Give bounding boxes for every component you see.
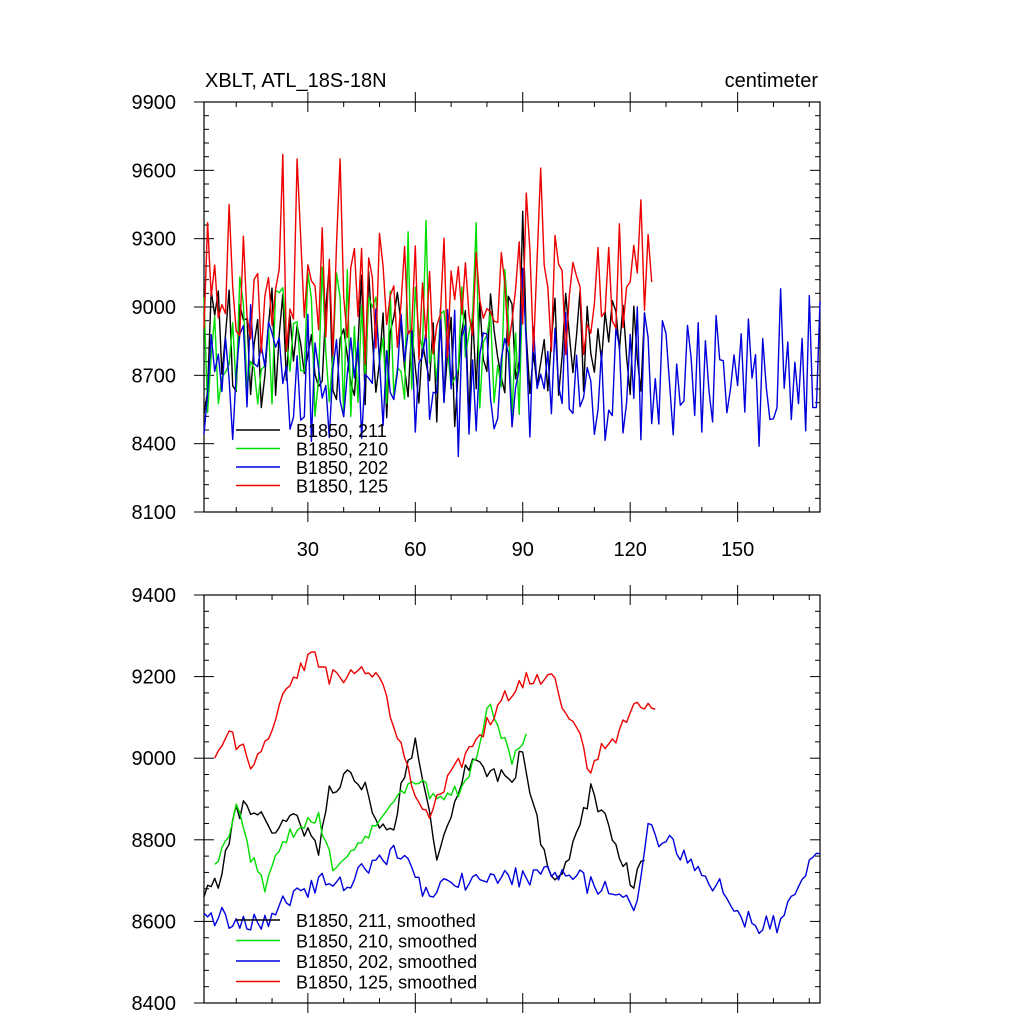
series-line-2 [203,822,821,935]
top-plot-panel: 8100 8400 8700 9000 9300 9600 9900 30 60 90 120 150… [132,92,821,561]
legend-label-2: B1850, 202 [296,458,388,478]
y-tick-label: 8100 [132,502,177,524]
y-tick-label: 9400 [132,585,177,607]
bottom-plot-panel: 8400 8600 8800 9000 9200 9400 B1850, 211, smoo… [132,585,821,1015]
y-tick-label: 9200 [132,667,177,689]
legend-label-0: B1850, 211, smoothed [296,911,476,931]
y-tick-label: 9900 [132,92,177,114]
legend-label-1: B1850, 210 [296,440,388,460]
series-line-0 [203,737,645,898]
y-tick-label: 8400 [132,993,177,1015]
y-tick-label: 8400 [132,434,177,456]
y-tick-label: 8800 [132,830,177,852]
y-tick-label: 8700 [132,365,177,387]
y-tick-label: 9000 [132,297,177,319]
plot-frame [203,594,821,1004]
top-chart-units: centimeter [725,70,819,92]
x-tick-label: 150 [721,539,754,561]
x-tick-label: 30 [297,539,319,561]
x-tick-label: 120 [613,539,646,561]
x-tick-label: 90 [512,539,534,561]
y-tick-label: 9000 [132,748,177,770]
series-line-1 [214,703,527,893]
series-line-3 [203,153,653,365]
legend-label-3: B1850, 125 [296,477,388,497]
legend-label-2: B1850, 202, smoothed [296,952,477,972]
legend-label-0: B1850, 211 [296,421,387,441]
series-line-0 [203,210,646,428]
legend-label-3: B1850, 125, smoothed [296,973,477,993]
legend-label-1: B1850, 210, smoothed [296,932,477,952]
top-chart-title: XBLT, ATL_18S-18N [205,70,387,92]
y-tick-label: 9600 [132,160,177,182]
series-line-3 [214,651,656,819]
x-tick-label: 60 [404,539,426,561]
y-tick-label: 8600 [132,911,177,933]
y-tick-label: 9300 [132,229,177,251]
series-line-2 [203,267,821,458]
